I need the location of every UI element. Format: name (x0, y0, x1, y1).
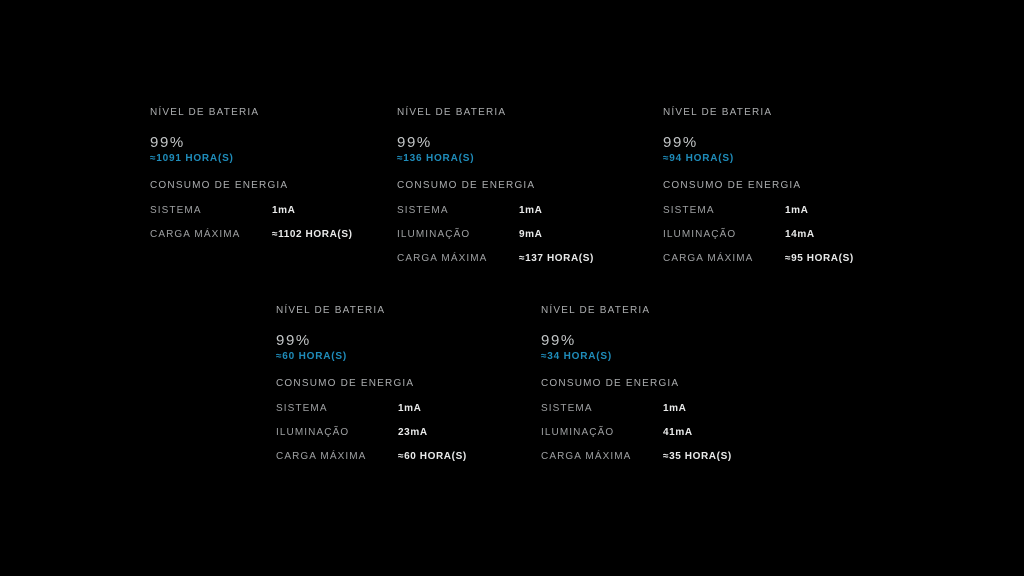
consumption-rows: SISTEMA 1mA ILUMINAÇÃO 14mA CARGA MÁXIMA… (663, 198, 899, 270)
consumption-row: CARGA MÁXIMA ≈137 HORA(S) (397, 246, 633, 270)
consumption-label: CARGA MÁXIMA (663, 252, 754, 264)
power-consumption-heading: CONSUMO DE ENERGIA (541, 378, 680, 389)
consumption-label: SISTEMA (541, 402, 593, 414)
consumption-value: 1mA (272, 204, 296, 216)
power-consumption-heading: CONSUMO DE ENERGIA (397, 180, 536, 191)
consumption-label: SISTEMA (663, 204, 715, 216)
consumption-value: ≈60 HORA(S) (398, 450, 467, 462)
consumption-label: ILUMINAÇÃO (276, 426, 350, 438)
consumption-label: SISTEMA (150, 204, 202, 216)
consumption-value: ≈137 HORA(S) (519, 252, 594, 264)
consumption-label: ILUMINAÇÃO (663, 228, 737, 240)
battery-percent: 99% (150, 134, 185, 151)
consumption-row: SISTEMA 1mA (276, 396, 512, 420)
consumption-value: 14mA (785, 228, 815, 240)
battery-hours-estimate: ≈60 HORA(S) (276, 351, 347, 362)
consumption-rows: SISTEMA 1mA ILUMINAÇÃO 9mA CARGA MÁXIMA … (397, 198, 633, 270)
consumption-row: CARGA MÁXIMA ≈95 HORA(S) (663, 246, 899, 270)
power-consumption-heading: CONSUMO DE ENERGIA (276, 378, 415, 389)
battery-info-panel: NÍVEL DE BATERIA 99% ≈34 HORA(S) CONSUMO… (541, 305, 777, 475)
battery-info-panel: NÍVEL DE BATERIA 99% ≈94 HORA(S) CONSUMO… (663, 107, 899, 277)
consumption-row: SISTEMA 1mA (663, 198, 899, 222)
consumption-row: ILUMINAÇÃO 41mA (541, 420, 777, 444)
battery-info-panel: NÍVEL DE BATERIA 99% ≈1091 HORA(S) CONSU… (150, 107, 386, 277)
battery-percent: 99% (276, 332, 311, 349)
consumption-rows: SISTEMA 1mA ILUMINAÇÃO 41mA CARGA MÁXIMA… (541, 396, 777, 468)
consumption-value: ≈95 HORA(S) (785, 252, 854, 264)
consumption-label: SISTEMA (397, 204, 449, 216)
battery-hours-estimate: ≈1091 HORA(S) (150, 153, 234, 164)
battery-level-heading: NÍVEL DE BATERIA (150, 107, 260, 118)
consumption-label: CARGA MÁXIMA (150, 228, 241, 240)
battery-level-heading: NÍVEL DE BATERIA (276, 305, 386, 316)
battery-info-panel: NÍVEL DE BATERIA 99% ≈136 HORA(S) CONSUM… (397, 107, 633, 277)
consumption-row: CARGA MÁXIMA ≈1102 HORA(S) (150, 222, 386, 246)
battery-info-panel: NÍVEL DE BATERIA 99% ≈60 HORA(S) CONSUMO… (276, 305, 512, 475)
battery-hours-estimate: ≈94 HORA(S) (663, 153, 734, 164)
consumption-value: ≈1102 HORA(S) (272, 228, 353, 240)
consumption-value: 9mA (519, 228, 543, 240)
battery-percent: 99% (541, 332, 576, 349)
consumption-value: 1mA (519, 204, 543, 216)
power-consumption-heading: CONSUMO DE ENERGIA (150, 180, 289, 191)
consumption-row: CARGA MÁXIMA ≈60 HORA(S) (276, 444, 512, 468)
consumption-rows: SISTEMA 1mA ILUMINAÇÃO 23mA CARGA MÁXIMA… (276, 396, 512, 468)
consumption-value: 41mA (663, 426, 693, 438)
consumption-value: 23mA (398, 426, 428, 438)
power-consumption-heading: CONSUMO DE ENERGIA (663, 180, 802, 191)
battery-percent: 99% (663, 134, 698, 151)
consumption-row: SISTEMA 1mA (397, 198, 633, 222)
battery-percent: 99% (397, 134, 432, 151)
consumption-value: 1mA (663, 402, 687, 414)
consumption-label: CARGA MÁXIMA (541, 450, 632, 462)
battery-level-heading: NÍVEL DE BATERIA (541, 305, 651, 316)
consumption-label: SISTEMA (276, 402, 328, 414)
battery-hours-estimate: ≈136 HORA(S) (397, 153, 475, 164)
consumption-row: ILUMINAÇÃO 9mA (397, 222, 633, 246)
consumption-row: ILUMINAÇÃO 23mA (276, 420, 512, 444)
consumption-value: 1mA (398, 402, 422, 414)
consumption-value: ≈35 HORA(S) (663, 450, 732, 462)
battery-level-heading: NÍVEL DE BATERIA (663, 107, 773, 118)
consumption-row: SISTEMA 1mA (541, 396, 777, 420)
battery-hours-estimate: ≈34 HORA(S) (541, 351, 612, 362)
consumption-row: ILUMINAÇÃO 14mA (663, 222, 899, 246)
consumption-rows: SISTEMA 1mA CARGA MÁXIMA ≈1102 HORA(S) (150, 198, 386, 246)
consumption-label: CARGA MÁXIMA (397, 252, 488, 264)
consumption-row: SISTEMA 1mA (150, 198, 386, 222)
battery-level-heading: NÍVEL DE BATERIA (397, 107, 507, 118)
consumption-label: ILUMINAÇÃO (541, 426, 615, 438)
consumption-value: 1mA (785, 204, 809, 216)
consumption-row: CARGA MÁXIMA ≈35 HORA(S) (541, 444, 777, 468)
consumption-label: ILUMINAÇÃO (397, 228, 471, 240)
consumption-label: CARGA MÁXIMA (276, 450, 367, 462)
